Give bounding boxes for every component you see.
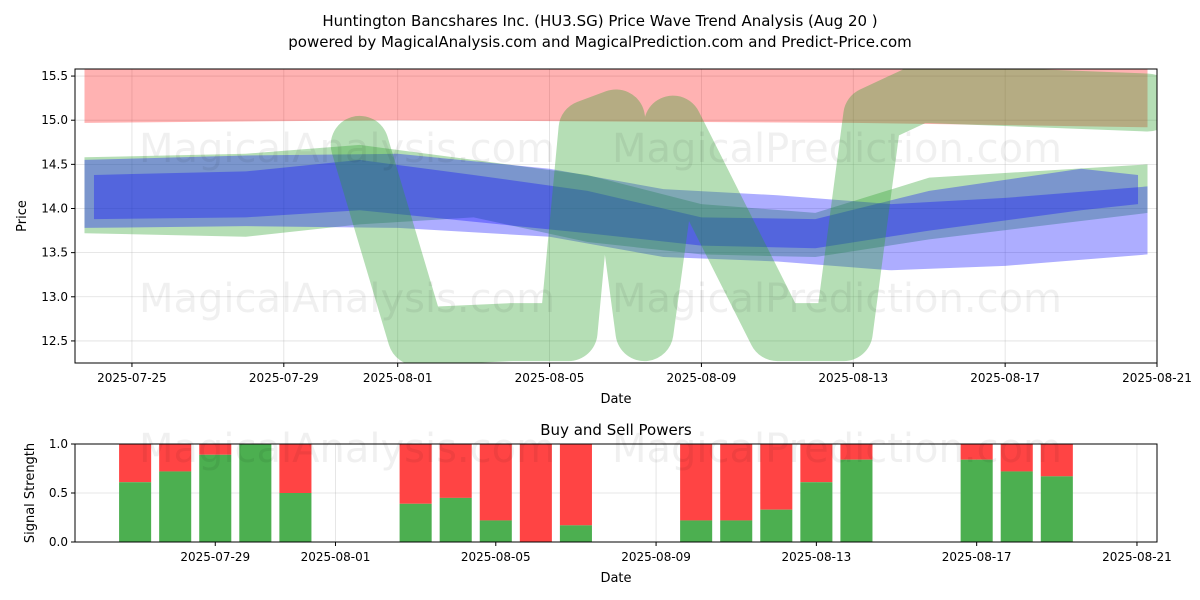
signal-title: Buy and Sell Powers	[540, 421, 692, 439]
buy-bar	[840, 459, 873, 542]
price-y-tick-label: 12.5	[41, 334, 68, 348]
price-chart: MagicalAnalysis.com MagicalPrediction.co…	[15, 68, 1192, 407]
signal-x-tick-label: 2025-08-05	[461, 550, 531, 564]
buy-bar	[960, 459, 993, 542]
price-watermark-right: MagicalPrediction.com	[612, 126, 1062, 172]
price-plot-area	[84, 69, 1157, 363]
buy-bar	[239, 444, 272, 542]
sell-bar	[1000, 444, 1033, 472]
price-y-tick-label: 14.0	[41, 201, 68, 215]
price-band-red-0	[84, 69, 1148, 128]
buy-bar	[559, 525, 592, 542]
price-x-tick-label: 2025-07-29	[249, 371, 319, 385]
price-y-tick-label: 13.0	[41, 290, 68, 304]
signal-x-tick-label: 2025-08-21	[1102, 550, 1172, 564]
buy-bar	[1000, 471, 1033, 542]
signal-xlabel: Date	[600, 571, 631, 586]
price-xlabel: Date	[600, 392, 631, 407]
sell-bar	[960, 444, 993, 460]
price-x-tick-label: 2025-08-21	[1122, 371, 1192, 385]
price-watermark-right-2: MagicalPrediction.com	[612, 276, 1062, 322]
price-watermark-left-2: MagicalAnalysis.com	[139, 276, 555, 322]
price-band-blue-3	[93, 159, 1139, 249]
sell-bar	[159, 444, 192, 472]
sell-bar	[439, 444, 472, 498]
price-y-tick-label: 15.5	[41, 69, 68, 83]
price-x-tick-label: 2025-08-13	[818, 371, 888, 385]
price-grid	[75, 69, 1158, 363]
buy-bar	[279, 493, 312, 542]
sell-bar	[279, 444, 312, 493]
buy-bar	[159, 471, 192, 542]
price-wave-line	[330, 69, 1157, 363]
price-band-blue-2	[84, 153, 1148, 271]
signal-x-tick-label: 2025-08-13	[781, 550, 851, 564]
buy-bar	[199, 454, 232, 542]
signal-watermark-left: MagicalAnalysis.com	[139, 426, 555, 472]
price-x-tick-label: 2025-08-01	[363, 371, 433, 385]
signal-ticks: 2025-07-29 2025-08-01 2025-08-05 2025-08-09…	[49, 437, 1172, 564]
price-watermark-left: MagicalAnalysis.com	[139, 126, 555, 172]
price-x-tick-label: 2025-08-17	[970, 371, 1040, 385]
price-ylabel: Price	[15, 200, 30, 232]
buy-bar	[439, 497, 472, 542]
sell-bar	[199, 444, 232, 455]
sell-bar	[720, 444, 753, 521]
figure-title-line2: powered by MagicalAnalysis.com and Magic…	[288, 33, 912, 51]
signal-watermark-right: MagicalPrediction.com	[612, 426, 1062, 472]
sell-bar	[479, 444, 512, 521]
figure-title-line1: Huntington Bancshares Inc. (HU3.SG) Pric…	[322, 12, 877, 30]
signal-plot-area	[119, 444, 1073, 542]
buy-bar	[119, 482, 152, 542]
price-x-tick-label: 2025-07-25	[97, 371, 167, 385]
sell-bar	[119, 444, 152, 483]
sell-bar	[1040, 444, 1073, 477]
buy-bar	[399, 503, 432, 542]
buy-bar	[720, 520, 753, 542]
buy-bar	[760, 509, 793, 542]
sell-bar	[680, 444, 713, 521]
buy-bar	[479, 520, 512, 542]
price-x-tick-label: 2025-08-09	[667, 371, 737, 385]
signal-ylabel: Signal Strength	[23, 443, 38, 543]
price-y-tick-label: 15.0	[41, 113, 68, 127]
signal-chart: Buy and Sell Powers MagicalAnalysis.com …	[23, 421, 1172, 586]
price-y-tick-label: 13.5	[41, 246, 68, 260]
sell-bar	[840, 444, 873, 460]
price-axes-frame	[74, 68, 1158, 364]
price-ticks: 2025-07-25 2025-07-29 2025-08-01 2025-08-05…	[41, 69, 1192, 385]
sell-bar	[519, 444, 552, 542]
sell-bar	[760, 444, 793, 510]
signal-y-tick-label: 0.5	[49, 486, 68, 500]
signal-y-tick-label: 1.0	[49, 437, 68, 451]
buy-bar	[680, 520, 713, 542]
buy-bar	[1040, 476, 1073, 542]
buy-bar	[800, 482, 833, 542]
price-y-tick-label: 14.5	[41, 157, 68, 171]
sell-bar	[399, 444, 432, 504]
signal-x-tick-label: 2025-07-29	[180, 550, 250, 564]
sell-bar	[800, 444, 833, 483]
price-x-tick-label: 2025-08-05	[515, 371, 585, 385]
signal-y-tick-label: 0.0	[49, 535, 68, 549]
price-band-green-1	[84, 144, 1148, 258]
signal-x-tick-label: 2025-08-01	[301, 550, 371, 564]
sell-bar	[559, 444, 592, 526]
signal-x-tick-label: 2025-08-09	[621, 550, 691, 564]
signal-x-tick-label: 2025-08-17	[942, 550, 1012, 564]
